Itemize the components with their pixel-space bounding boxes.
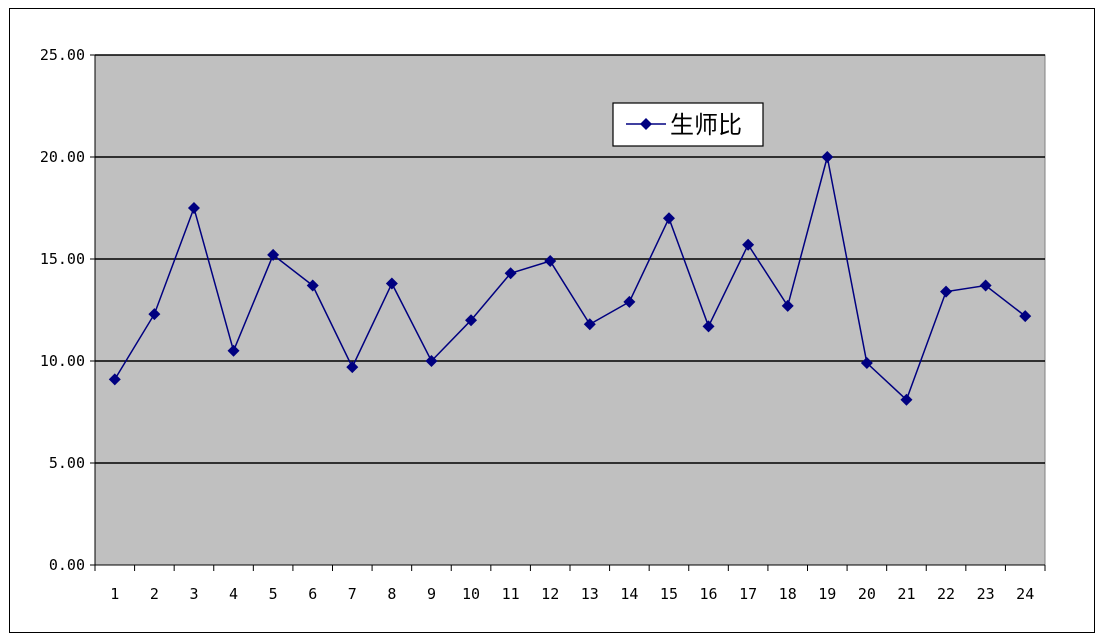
data-point-marker (544, 255, 557, 268)
data-point-marker (425, 355, 438, 367)
axes (90, 54, 1046, 571)
data-point-marker (583, 318, 596, 331)
x-tick-label: 18 (779, 585, 797, 603)
plot-area (94, 54, 1046, 566)
x-tick-label: 13 (581, 585, 599, 603)
data-point-marker (742, 238, 755, 251)
y-tick-label: 20.00 (40, 148, 85, 166)
data-point-marker (979, 279, 992, 292)
x-tick-label: 2 (150, 585, 159, 603)
data-point-marker (267, 248, 280, 261)
y-tick-label: 0.00 (49, 556, 85, 574)
gridlines (95, 54, 1045, 464)
x-tick-label: 14 (620, 585, 638, 603)
data-point-marker (623, 295, 636, 308)
data-point-marker (702, 320, 715, 333)
y-tick-label: 25.00 (40, 46, 85, 64)
x-tick-label: 4 (229, 585, 238, 603)
x-tick-label: 17 (739, 585, 757, 603)
x-tick-label: 22 (937, 585, 955, 603)
x-tick-label: 3 (189, 585, 198, 603)
data-point-marker (227, 344, 240, 357)
y-tick-labels: 0.00 5.00 10.00 15.00 20.00 25.00 (40, 46, 85, 574)
y-tick-label: 5.00 (49, 454, 85, 472)
series-line (114, 156, 1026, 402)
data-point-marker (1019, 310, 1032, 323)
data-point-marker (940, 285, 953, 298)
data-point-marker (148, 308, 161, 321)
data-point-marker (346, 361, 359, 374)
series-layer (108, 151, 1032, 406)
x-tick-labels: 1 2 3 4 5 6 7 8 9 10 11 12 13 14 15 16 17 18 19 20 21 22 23 24 (110, 585, 1034, 603)
x-tick-label: 9 (427, 585, 436, 603)
x-tick-label: 21 (897, 585, 915, 603)
data-point-marker (662, 212, 675, 225)
x-tick-label: 7 (348, 585, 357, 603)
x-tick-label: 6 (308, 585, 317, 603)
data-point-marker (385, 277, 398, 290)
legend-diamond-marker (640, 118, 652, 130)
data-point-marker (781, 299, 794, 312)
x-tick-label: 11 (502, 585, 520, 603)
data-point-marker (504, 267, 517, 280)
x-tick-label: 19 (818, 585, 836, 603)
x-tick-label: 10 (462, 585, 480, 603)
x-tick-label: 24 (1016, 585, 1034, 603)
data-point-marker (821, 151, 834, 163)
x-tick-label: 20 (858, 585, 876, 603)
y-tick-label: 10.00 (40, 352, 85, 370)
data-point-marker (465, 314, 478, 327)
data-point-marker (860, 357, 873, 370)
x-tick-label: 5 (269, 585, 278, 603)
y-tick-label: 15.00 (40, 250, 85, 268)
legend-label: 生师比 (670, 111, 742, 139)
x-tick-label: 1 (110, 585, 119, 603)
data-point-marker (108, 373, 121, 386)
data-point-marker (306, 279, 319, 292)
x-tick-label: 15 (660, 585, 678, 603)
legend: 生师比 (612, 102, 764, 147)
x-tick-label: 12 (541, 585, 559, 603)
x-tick-label: 8 (387, 585, 396, 603)
data-point-marker (187, 202, 200, 214)
x-tick-label: 23 (977, 585, 995, 603)
data-point-marker (900, 393, 913, 406)
x-tick-label: 16 (700, 585, 718, 603)
